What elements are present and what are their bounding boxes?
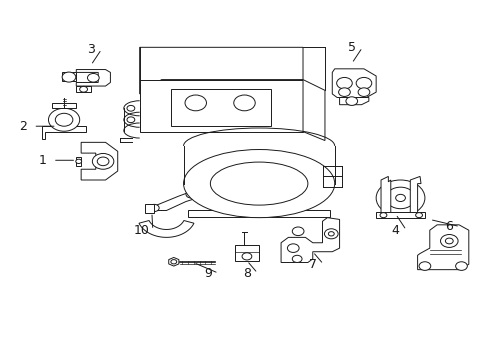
Circle shape [395,194,405,202]
Polygon shape [144,204,154,213]
Polygon shape [188,211,329,217]
Polygon shape [375,212,424,218]
Text: 5: 5 [347,41,355,54]
Polygon shape [81,142,118,180]
Polygon shape [139,221,194,237]
Circle shape [92,153,114,169]
Circle shape [170,260,176,264]
Polygon shape [171,89,271,126]
Circle shape [242,253,251,260]
Polygon shape [380,176,390,216]
Polygon shape [52,103,76,108]
Circle shape [76,159,81,163]
Text: 4: 4 [391,224,399,237]
Circle shape [185,191,195,198]
Ellipse shape [210,162,307,205]
Circle shape [149,204,159,212]
Polygon shape [76,86,91,92]
Circle shape [48,108,80,131]
Circle shape [445,238,452,244]
Text: 8: 8 [243,267,250,280]
Text: 10: 10 [134,224,150,237]
Circle shape [55,113,73,126]
Circle shape [62,72,76,82]
Polygon shape [76,157,81,166]
Polygon shape [234,244,259,261]
Text: 7: 7 [308,258,316,271]
Text: 6: 6 [445,220,452,233]
Circle shape [415,213,422,218]
Polygon shape [140,47,303,94]
Circle shape [338,88,349,96]
Polygon shape [140,80,303,132]
Circle shape [292,227,304,235]
Polygon shape [42,126,86,139]
Polygon shape [409,176,420,216]
Circle shape [87,73,99,82]
Polygon shape [149,189,205,211]
Polygon shape [331,69,375,98]
Polygon shape [76,69,110,86]
Polygon shape [168,257,179,266]
Circle shape [375,180,424,216]
Text: 2: 2 [19,120,26,133]
Circle shape [239,169,278,198]
Polygon shape [303,80,325,140]
Circle shape [440,234,457,247]
Circle shape [357,88,369,96]
Circle shape [379,213,386,218]
Circle shape [80,86,87,92]
Circle shape [355,77,371,89]
Circle shape [287,244,299,252]
Circle shape [184,95,206,111]
Text: 1: 1 [38,154,46,167]
Polygon shape [339,98,368,105]
Circle shape [233,95,255,111]
Polygon shape [281,218,339,262]
Circle shape [336,77,351,89]
Polygon shape [61,72,76,81]
Circle shape [324,229,337,239]
Circle shape [385,187,414,209]
Circle shape [345,97,357,105]
Text: 9: 9 [203,267,211,280]
Ellipse shape [183,149,334,218]
Circle shape [97,157,109,166]
Circle shape [127,117,135,123]
Circle shape [292,255,302,262]
Circle shape [127,105,135,111]
Circle shape [328,231,333,236]
Circle shape [418,262,430,270]
Text: 3: 3 [87,42,95,55]
Circle shape [455,262,467,270]
Polygon shape [417,225,468,270]
